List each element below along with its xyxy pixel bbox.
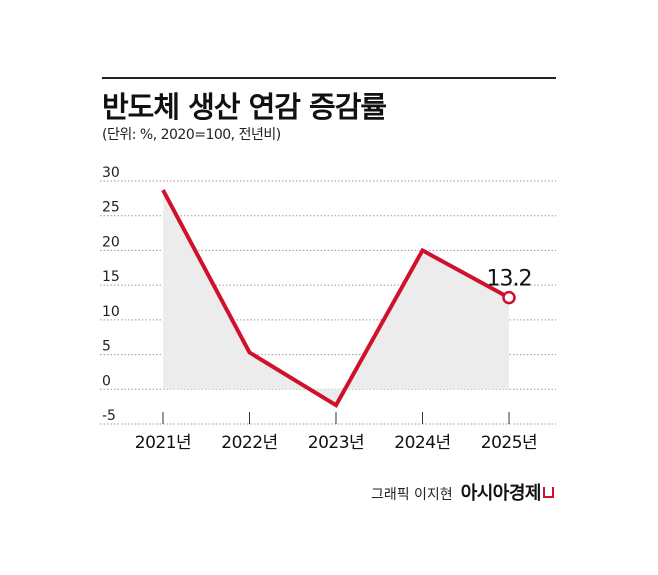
credit-line: 그래픽 이지현 아시아경제 xyxy=(371,479,554,505)
y-tick-label: -5 xyxy=(102,408,116,424)
x-tick-label: 2025년 xyxy=(481,433,537,453)
series-line xyxy=(161,189,510,409)
y-tick-label: 5 xyxy=(102,339,111,355)
data-label-2025: 13.2 xyxy=(487,267,532,292)
y-tick-label: 0 xyxy=(102,373,111,389)
chart-subtitle: (단위: %, 2020=100, 전년비) xyxy=(102,127,281,143)
brand-logo: 아시아경제 xyxy=(461,479,554,505)
graphic-credit: 그래픽 이지현 xyxy=(370,487,453,503)
area-fill xyxy=(163,190,509,406)
x-tick-label: 2022년 xyxy=(221,433,277,453)
x-tick-label: 2023년 xyxy=(308,433,364,453)
x-tick-label: 2024년 xyxy=(394,433,450,453)
y-tick-label: 30 xyxy=(102,165,120,181)
y-tick-label: 20 xyxy=(102,234,120,250)
x-axis: 2021년 2022년 2023년 2024년 2025년 xyxy=(135,412,538,453)
data-points xyxy=(502,290,516,305)
y-tick-label: 10 xyxy=(102,304,120,320)
y-axis: 30 25 20 15 10 5 0 -5 xyxy=(102,165,120,424)
x-tick-label: 2021년 xyxy=(135,433,191,453)
data-point-highlight xyxy=(502,290,516,305)
chart-title: 반도체 생산 연감 증감률 xyxy=(102,90,387,124)
y-tick-label: 25 xyxy=(102,200,120,216)
y-tick-label: 15 xyxy=(102,269,120,285)
brand-mark-icon xyxy=(543,487,554,498)
